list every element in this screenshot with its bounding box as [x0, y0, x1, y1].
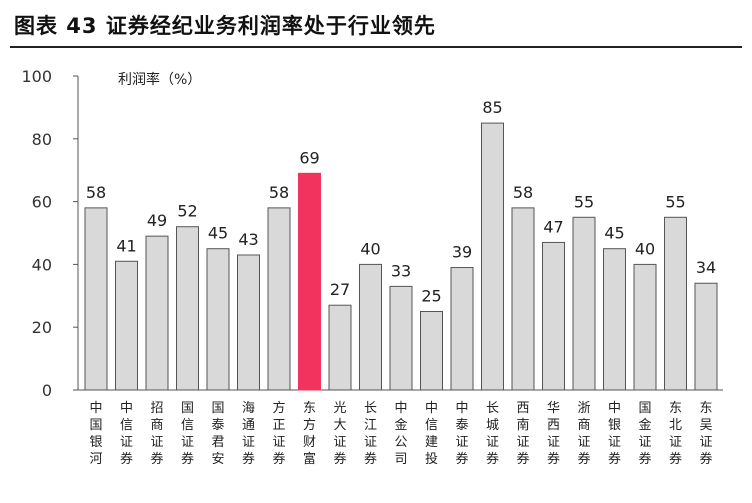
- y-tick-label: 20: [32, 318, 52, 337]
- bar: [695, 283, 717, 390]
- category-label: 东方财富: [303, 401, 316, 467]
- y-tick-label: 80: [32, 130, 52, 149]
- data-label: 40: [635, 239, 655, 258]
- bar: [390, 286, 412, 390]
- title-underline: [10, 46, 742, 48]
- bar: [451, 268, 473, 390]
- category-label: 国金证券: [638, 401, 651, 467]
- y-tick-label: 60: [32, 193, 52, 212]
- bar: [329, 305, 351, 390]
- category-label: 中国银河: [89, 401, 102, 467]
- category-label: 华西证券: [547, 401, 560, 467]
- bar-chart: 利润率（%） 0 20 40 60 80 100 58 41 49 52 45 43 58 69 27 40…: [0, 50, 752, 503]
- data-label: 69: [299, 148, 319, 167]
- chart-title: 图表 43 证券经纪业务利润率处于行业领先: [14, 10, 436, 40]
- data-label: 85: [482, 98, 502, 117]
- y-tick-label: 0: [42, 381, 52, 400]
- category-label: 中银证券: [608, 401, 621, 467]
- data-label: 58: [86, 183, 106, 202]
- data-label: 33: [391, 261, 411, 280]
- data-label: 58: [269, 183, 289, 202]
- bar-highlight: [299, 173, 321, 390]
- bar: [207, 249, 229, 390]
- category-label: 中金公司: [394, 401, 407, 467]
- bar: [360, 264, 382, 390]
- data-label: 25: [421, 287, 441, 306]
- category-label: 西南证券: [516, 401, 529, 467]
- bar: [268, 208, 290, 390]
- category-labels: 中国银河 中信证券 招商证券 国信证券 国泰君安 海通证券 方正证券 东方财富 光大证券 长江证券…: [89, 400, 712, 467]
- y-axis-ticks: 0 20 40 60 80 100: [21, 67, 78, 400]
- category-label: 方正证券: [272, 400, 285, 467]
- category-label: 东北证券: [669, 401, 682, 467]
- bar: [421, 312, 443, 391]
- data-label: 43: [238, 230, 258, 249]
- category-label: 长江证券: [364, 401, 377, 467]
- category-label: 中泰证券: [455, 401, 468, 467]
- data-label: 52: [177, 202, 197, 221]
- title-bar: 图表 43 证券经纪业务利润率处于行业领先: [0, 0, 752, 48]
- data-label: 58: [513, 183, 533, 202]
- data-label: 45: [208, 224, 228, 243]
- bar: [238, 255, 260, 390]
- category-label: 国泰君安: [211, 401, 224, 467]
- bar: [85, 208, 107, 390]
- bar: [634, 264, 656, 390]
- category-label: 海通证券: [242, 401, 255, 467]
- bar: [573, 217, 595, 390]
- category-label: 中信证券: [120, 401, 133, 467]
- data-label: 41: [116, 236, 136, 255]
- data-label: 55: [665, 192, 685, 211]
- bar: [665, 217, 687, 390]
- bar: [482, 123, 504, 390]
- data-label: 55: [574, 192, 594, 211]
- data-label: 34: [696, 258, 716, 277]
- bar: [146, 236, 168, 390]
- data-label: 27: [330, 280, 350, 299]
- category-label: 东吴证券: [699, 401, 712, 467]
- category-label: 中信建投: [425, 401, 438, 467]
- data-label: 40: [360, 239, 380, 258]
- category-label: 长城证券: [486, 401, 499, 467]
- data-label: 39: [452, 243, 472, 262]
- bar: [116, 261, 138, 390]
- y-tick-label: 100: [21, 67, 52, 86]
- category-label: 浙商证券: [577, 401, 590, 467]
- bar: [177, 227, 199, 390]
- data-label: 49: [147, 211, 167, 230]
- category-label: 国信证券: [181, 401, 194, 467]
- y-tick-label: 40: [32, 255, 52, 274]
- bar: [604, 249, 626, 390]
- legend-label: 利润率（%）: [118, 71, 201, 88]
- data-label: 47: [543, 217, 563, 236]
- category-label: 招商证券: [150, 401, 163, 467]
- category-label: 光大证券: [333, 401, 346, 467]
- bar: [543, 242, 565, 390]
- bar: [512, 208, 534, 390]
- bars: [85, 123, 717, 390]
- data-label: 45: [604, 224, 624, 243]
